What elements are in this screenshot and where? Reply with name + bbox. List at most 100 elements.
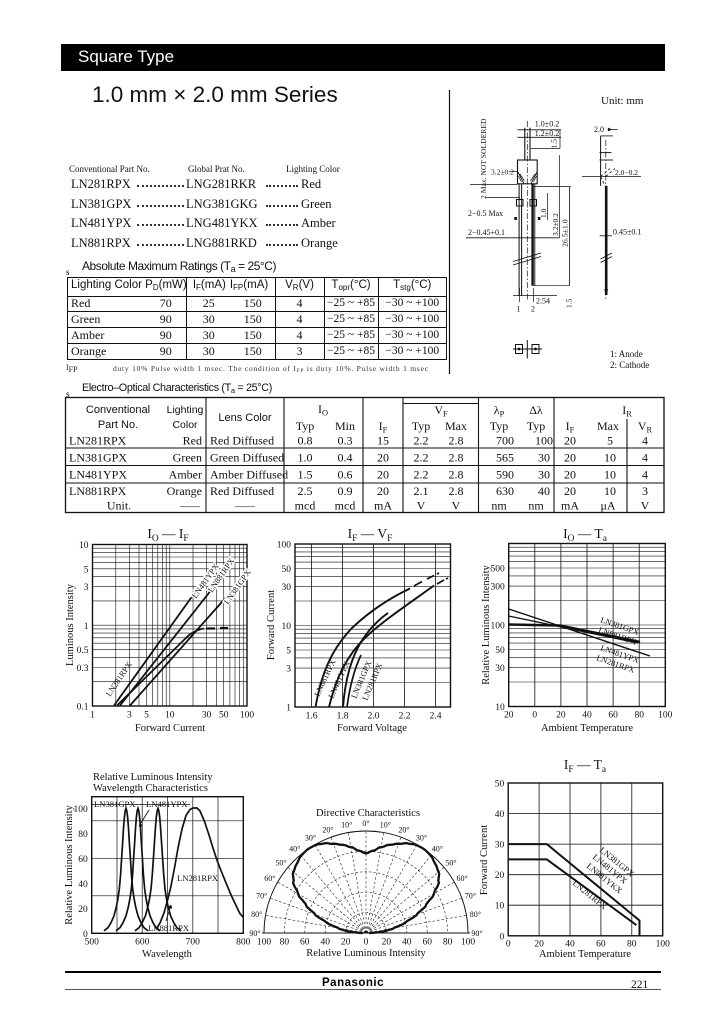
svg-text:2.8: 2.8 [449, 434, 464, 448]
svg-text:Typ: Typ [527, 419, 546, 433]
svg-text:Forward Current: Forward Current [479, 825, 490, 895]
svg-text:300: 300 [490, 583, 505, 593]
svg-text:1: 1 [517, 305, 521, 314]
svg-text:20: 20 [341, 938, 351, 948]
svg-text:LN381GPX: LN381GPX [94, 799, 136, 809]
svg-text:100: 100 [490, 622, 505, 632]
svg-text:20: 20 [377, 451, 389, 465]
svg-text:Conventional: Conventional [86, 404, 150, 416]
svg-text:0.8: 0.8 [298, 434, 313, 448]
svg-text:565: 565 [496, 451, 514, 465]
svg-text:0.4: 0.4 [338, 451, 353, 465]
svg-text:0: 0 [499, 932, 504, 942]
svg-text:80°: 80° [251, 910, 262, 919]
svg-text:80: 80 [78, 830, 88, 840]
svg-text:60: 60 [608, 711, 618, 721]
svg-text:70°: 70° [465, 891, 476, 900]
svg-text:100: 100 [656, 940, 671, 950]
svg-text:10: 10 [79, 541, 89, 551]
svg-text:40: 40 [320, 938, 330, 948]
svg-text:20: 20 [564, 468, 576, 482]
svg-text:50: 50 [495, 646, 505, 656]
svg-text:90°: 90° [249, 929, 260, 938]
svg-text:LN481YPX: LN481YPX [69, 468, 127, 482]
svg-text:1.0±0.2: 1.0±0.2 [535, 120, 559, 129]
svg-text:40°: 40° [289, 845, 300, 854]
svg-text:60: 60 [300, 938, 310, 948]
svg-text:80: 80 [280, 938, 290, 948]
svg-text:Lighting: Lighting [167, 404, 204, 416]
svg-text:5: 5 [607, 434, 613, 448]
svg-text:30°: 30° [305, 834, 316, 843]
svg-text:2.8: 2.8 [449, 484, 464, 498]
svg-text:30°: 30° [416, 834, 427, 843]
svg-text:2.54: 2.54 [536, 297, 550, 306]
svg-text:2.0−0.2: 2.0−0.2 [615, 168, 638, 177]
svg-text:LN381GPX: LN381GPX [69, 451, 127, 465]
svg-text:1.5: 1.5 [550, 139, 559, 149]
svg-text:10: 10 [604, 484, 616, 498]
svg-text:μA: μA [600, 499, 615, 513]
svg-text:IF — Ta: IF — Ta [564, 757, 607, 775]
svg-text:30: 30 [202, 711, 212, 721]
svg-text:40: 40 [582, 711, 592, 721]
svg-text:IF — VF: IF — VF [348, 526, 393, 544]
svg-text:20: 20 [377, 468, 389, 482]
svg-text:2: Cathode: 2: Cathode [610, 360, 649, 370]
svg-text:15: 15 [377, 434, 389, 448]
svg-text:20°: 20° [322, 826, 333, 835]
svg-text:50°: 50° [445, 858, 456, 867]
svg-text:0°: 0° [362, 819, 369, 828]
svg-text:500: 500 [85, 938, 100, 948]
svg-text:50: 50 [282, 565, 292, 575]
svg-text:Ambient Temperature: Ambient Temperature [539, 949, 631, 960]
svg-text:30: 30 [538, 468, 550, 482]
svg-text:3.2±0.2: 3.2±0.2 [551, 213, 560, 236]
svg-text:1: 1 [90, 711, 95, 721]
svg-text:Forward Current: Forward Current [135, 723, 205, 734]
svg-text:50: 50 [219, 711, 229, 721]
svg-text:500: 500 [490, 565, 505, 575]
svg-text:Typ: Typ [296, 419, 315, 433]
svg-text:600: 600 [135, 938, 150, 948]
svg-text:10: 10 [604, 468, 616, 482]
svg-text:60: 60 [596, 940, 606, 950]
svg-text:2.2: 2.2 [414, 468, 429, 482]
svg-text:VR: VR [638, 419, 653, 435]
svg-text:0: 0 [532, 711, 537, 721]
svg-text:Red Diffused: Red Diffused [210, 484, 274, 498]
svg-text:Relative Luminous Intensity: Relative Luminous Intensity [93, 772, 213, 783]
svg-text:nm: nm [491, 499, 507, 513]
svg-text:LN481YPX: LN481YPX [146, 799, 188, 809]
svg-text:V: V [452, 499, 461, 513]
svg-text:Max: Max [445, 419, 467, 433]
svg-text:5: 5 [144, 711, 149, 721]
svg-text:LN881RPX: LN881RPX [69, 484, 127, 498]
svg-text:2: 2 [531, 305, 535, 314]
svg-text:2 Max. NOT SOLDERED: 2 Max. NOT SOLDERED [479, 118, 488, 199]
svg-text:2.0: 2.0 [594, 125, 604, 134]
svg-text:0.3: 0.3 [338, 434, 353, 448]
svg-text:Forward Voltage: Forward Voltage [337, 723, 407, 734]
svg-text:Unit: mm: Unit: mm [601, 95, 644, 107]
svg-text:nm: nm [528, 499, 544, 513]
svg-text:2.2: 2.2 [414, 434, 429, 448]
svg-text:IR: IR [622, 403, 632, 419]
svg-text:Relative Luminous Intensity: Relative Luminous Intensity [306, 948, 426, 959]
svg-text:Forward Current: Forward Current [266, 590, 277, 660]
svg-text:VF: VF [434, 403, 448, 419]
svg-text:1.5: 1.5 [565, 298, 574, 308]
svg-text:2.4: 2.4 [430, 712, 442, 722]
svg-text:30: 30 [495, 664, 505, 674]
svg-text:——: —— [179, 502, 201, 513]
svg-text:IF: IF [566, 419, 575, 435]
svg-text:mcd: mcd [335, 499, 356, 513]
svg-text:100: 100 [535, 434, 553, 448]
svg-text:100: 100 [240, 711, 255, 721]
svg-text:100: 100 [73, 805, 88, 815]
svg-text:100: 100 [658, 711, 673, 721]
svg-text:IF: IF [379, 419, 388, 435]
svg-text:70°: 70° [256, 891, 267, 900]
svg-text:Green Diffused: Green Diffused [210, 451, 284, 465]
svg-text:Orange: Orange [167, 484, 202, 498]
